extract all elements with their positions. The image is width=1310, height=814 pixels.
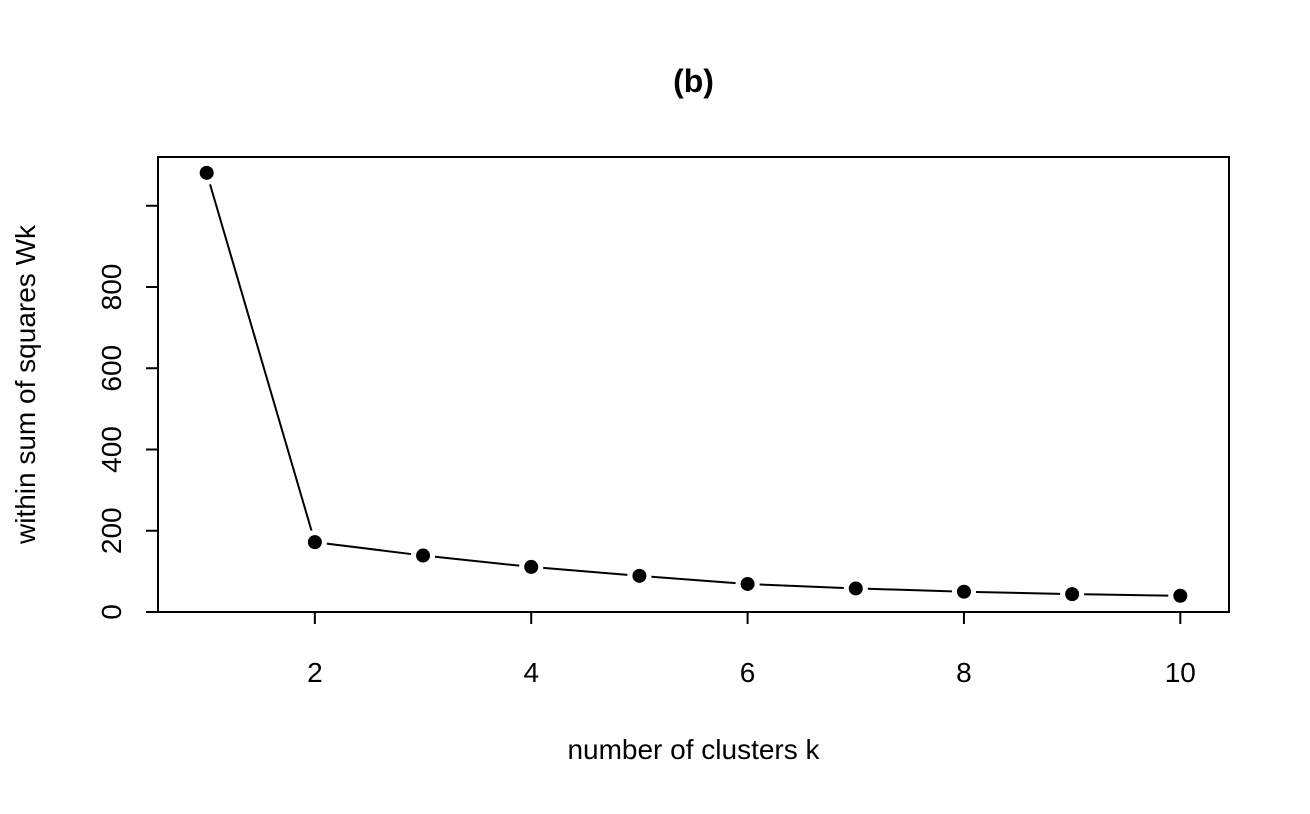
data-point	[1173, 588, 1188, 603]
series-line-segment	[651, 575, 736, 585]
x-tick-label: 2	[307, 657, 323, 688]
data-point	[416, 548, 431, 563]
data-point	[848, 581, 863, 596]
x-tick-label: 8	[956, 657, 972, 688]
x-tick-label: 6	[740, 657, 756, 688]
data-point	[1065, 587, 1080, 602]
data-point	[307, 535, 322, 550]
series-line-segment	[1084, 593, 1169, 597]
x-tick-label: 4	[523, 657, 539, 688]
y-axis-label: within sum of squares Wk	[10, 224, 41, 545]
y-tick-label: 200	[96, 507, 127, 554]
data-point	[956, 584, 971, 599]
y-tick-label: 800	[96, 264, 127, 311]
series-line-segment	[543, 566, 628, 576]
data-point	[632, 568, 647, 583]
series-line-segment	[326, 542, 412, 556]
data-point	[199, 165, 214, 180]
series-line-segment	[975, 590, 1061, 595]
plot-frame	[157, 156, 1230, 613]
data-point	[740, 576, 755, 591]
series-line-segment	[434, 555, 520, 567]
data-point	[524, 559, 539, 574]
series-line-segment	[867, 587, 952, 593]
x-tick-label: 10	[1165, 657, 1196, 688]
y-tick-label: 600	[96, 345, 127, 392]
series-line-segment	[759, 583, 844, 589]
series-line-segment	[209, 184, 313, 531]
chart-title: (b)	[673, 63, 714, 99]
series-points	[199, 165, 1188, 603]
series-lines	[209, 184, 1169, 597]
y-tick-label: 0	[96, 604, 127, 620]
x-axis: 2 4 6 8 10	[307, 612, 1196, 688]
y-axis: 0 200 400 600 800	[96, 204, 158, 620]
x-axis-label: number of clusters k	[567, 734, 820, 765]
y-tick-label: 400	[96, 426, 127, 473]
